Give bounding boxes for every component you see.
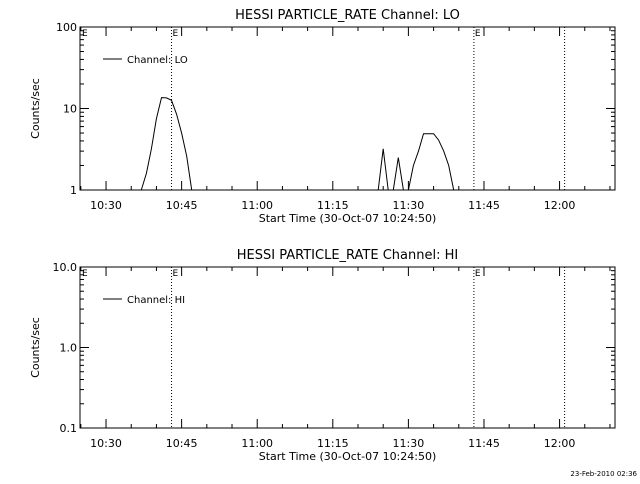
y-tick-label: 100 [56, 21, 77, 34]
x-tick-label: 11:30 [393, 199, 425, 212]
y-tick-label: 1.0 [60, 342, 78, 355]
x-tick-label: 12:00 [544, 199, 576, 212]
series-line [377, 148, 389, 191]
x-tick-label: 11:30 [393, 437, 425, 450]
chart-title: HESSI PARTICLE_RATE Channel: LO [235, 8, 460, 23]
x-axis-label: Start Time (30-Oct-07 10:24:50) [259, 450, 437, 463]
x-tick-label: 10:45 [166, 437, 198, 450]
y-axis-label: Counts/sec [29, 78, 42, 139]
event-marker-label: E [173, 269, 179, 279]
plot-frame [79, 26, 616, 191]
x-tick-label: 12:00 [544, 437, 576, 450]
x-tick-label: 10:30 [90, 199, 122, 212]
x-tick-label: 11:45 [468, 199, 500, 212]
event-marker-label: E [475, 29, 481, 39]
x-tick-label: 11:15 [317, 437, 349, 450]
event-marker-label: E [82, 269, 88, 279]
x-tick-label: 11:00 [241, 199, 273, 212]
x-tick-label: 11:15 [317, 199, 349, 212]
y-axis-label: Counts/sec [29, 317, 42, 378]
chart-title: HESSI PARTICLE_RATE Channel: HI [237, 248, 458, 263]
x-tick-label: 11:45 [468, 437, 500, 450]
event-marker-label: E [475, 269, 481, 279]
x-tick-label: 11:00 [241, 437, 273, 450]
y-tick-label: 10 [63, 103, 77, 116]
series-line [407, 133, 455, 191]
y-tick-label: 0.1 [60, 422, 78, 435]
plot-frame [79, 266, 616, 429]
y-tick-label: 10.0 [53, 261, 78, 274]
event-marker-label: E [82, 29, 88, 39]
legend-label: Channel: HI [127, 295, 185, 306]
legend-label: Channel: LO [127, 55, 188, 66]
series-line [392, 157, 404, 191]
y-tick-label: 1 [70, 184, 77, 197]
x-tick-label: 10:45 [166, 199, 198, 212]
footer-timestamp: 23-Feb-2010 02:36 [570, 470, 637, 478]
series-line [140, 97, 193, 191]
chart-panel: HESSI PARTICLE_RATE Channel: HI 0.1 1.0 10.… [29, 248, 616, 463]
x-tick-label: 10:30 [90, 437, 122, 450]
chart-panel: HESSI PARTICLE_RATE Channel: LO 1 10 100 Cou… [29, 8, 616, 225]
x-axis-label: Start Time (30-Oct-07 10:24:50) [259, 212, 437, 225]
event-marker-label: E [173, 29, 179, 39]
